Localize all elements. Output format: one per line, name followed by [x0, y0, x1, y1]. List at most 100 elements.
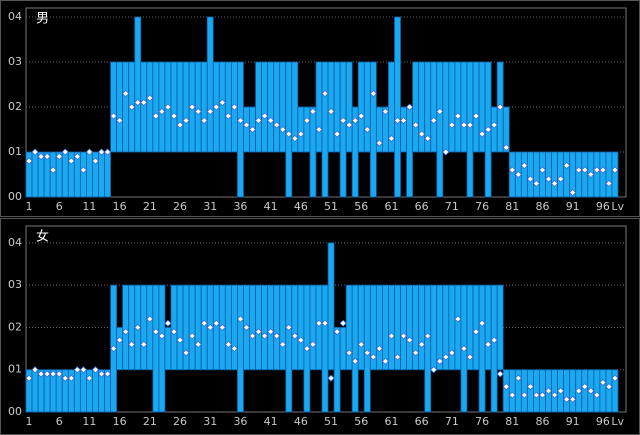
range-bar	[164, 327, 172, 371]
avg-marker	[128, 340, 136, 348]
range-bar	[279, 284, 287, 371]
avg-marker	[309, 107, 317, 116]
y-tick-label: 00	[8, 190, 22, 203]
range-bar	[212, 284, 220, 371]
range-bar	[478, 284, 486, 413]
avg-marker	[212, 103, 220, 111]
avg-marker	[508, 166, 516, 174]
avg-marker	[103, 148, 112, 156]
range-bar	[599, 151, 607, 198]
range-bar	[581, 369, 589, 413]
avg-marker	[182, 116, 190, 125]
avg-marker	[581, 166, 589, 174]
avg-marker	[176, 336, 184, 344]
range-bar	[400, 106, 407, 153]
range-bar	[496, 284, 504, 371]
range-bar	[418, 284, 426, 371]
range-bar	[255, 61, 262, 153]
range-bar	[424, 284, 432, 413]
avg-marker	[478, 130, 486, 138]
avg-marker	[158, 332, 166, 340]
avg-marker	[85, 374, 93, 382]
x-tick-label: 46	[294, 200, 308, 213]
range-bar	[339, 61, 347, 198]
range-bar	[394, 16, 401, 198]
range-bar	[200, 284, 208, 371]
range-bar	[363, 61, 371, 153]
avg-marker	[538, 391, 547, 399]
range-bar	[273, 284, 281, 371]
avg-marker	[61, 374, 69, 382]
avg-marker	[387, 134, 396, 143]
range-bar	[315, 61, 323, 153]
avg-marker	[399, 332, 408, 340]
avg-marker	[526, 383, 534, 391]
avg-marker	[37, 370, 45, 378]
range-bar	[611, 369, 619, 413]
avg-marker	[170, 112, 178, 120]
range-bar	[526, 369, 534, 413]
range-bar	[412, 61, 420, 153]
range-bar	[484, 284, 492, 371]
avg-marker	[73, 152, 81, 161]
avg-marker	[369, 89, 377, 98]
avg-marker	[442, 353, 450, 361]
avg-marker	[345, 349, 353, 357]
range-bar	[285, 284, 293, 413]
avg-marker	[357, 112, 365, 120]
x-tick-label: 36	[233, 415, 247, 428]
range-bar	[327, 61, 335, 153]
range-bar	[267, 61, 275, 153]
avg-marker	[412, 349, 420, 357]
avg-marker	[460, 345, 468, 353]
range-bar	[327, 242, 335, 371]
avg-marker	[406, 336, 414, 344]
range-bar	[297, 106, 305, 153]
y-tick-label: 01	[8, 145, 22, 158]
avg-marker	[176, 121, 184, 129]
avg-marker	[273, 121, 281, 129]
avg-marker	[170, 328, 178, 336]
range-bar	[533, 369, 540, 413]
avg-marker	[472, 328, 480, 336]
avg-marker	[430, 116, 438, 125]
avg-marker	[279, 125, 287, 134]
avg-marker	[569, 395, 577, 403]
range-bar	[551, 369, 558, 413]
range-bar	[92, 369, 99, 413]
avg-marker	[297, 336, 305, 344]
avg-marker	[230, 103, 238, 111]
avg-marker	[79, 366, 87, 374]
y-tick-label: 04	[8, 10, 22, 23]
range-bar	[406, 106, 414, 198]
avg-marker	[544, 175, 553, 183]
avg-marker	[37, 152, 45, 161]
avg-marker	[122, 89, 130, 98]
avg-marker	[200, 116, 208, 125]
range-bar	[261, 61, 269, 153]
range-bar	[261, 284, 269, 371]
avg-marker	[43, 370, 51, 378]
avg-marker	[140, 98, 148, 107]
range-bar	[599, 369, 607, 413]
avg-marker	[97, 148, 106, 156]
avg-marker	[67, 157, 75, 165]
range-bar	[140, 61, 148, 153]
range-bar	[490, 106, 498, 153]
avg-marker	[194, 107, 202, 116]
range-bar	[73, 369, 81, 413]
avg-marker	[520, 391, 528, 399]
range-bar	[388, 284, 395, 371]
range-bar	[526, 151, 534, 198]
range-bar	[182, 61, 190, 153]
range-bar	[321, 61, 329, 198]
x-tick-label: 61	[384, 200, 398, 213]
avg-marker	[599, 378, 607, 386]
avg-marker	[248, 125, 257, 134]
avg-marker	[188, 332, 196, 340]
avg-marker	[393, 353, 402, 361]
avg-marker	[369, 353, 377, 361]
range-bar	[333, 61, 341, 153]
avg-marker	[393, 116, 402, 125]
range-bar	[79, 151, 87, 198]
